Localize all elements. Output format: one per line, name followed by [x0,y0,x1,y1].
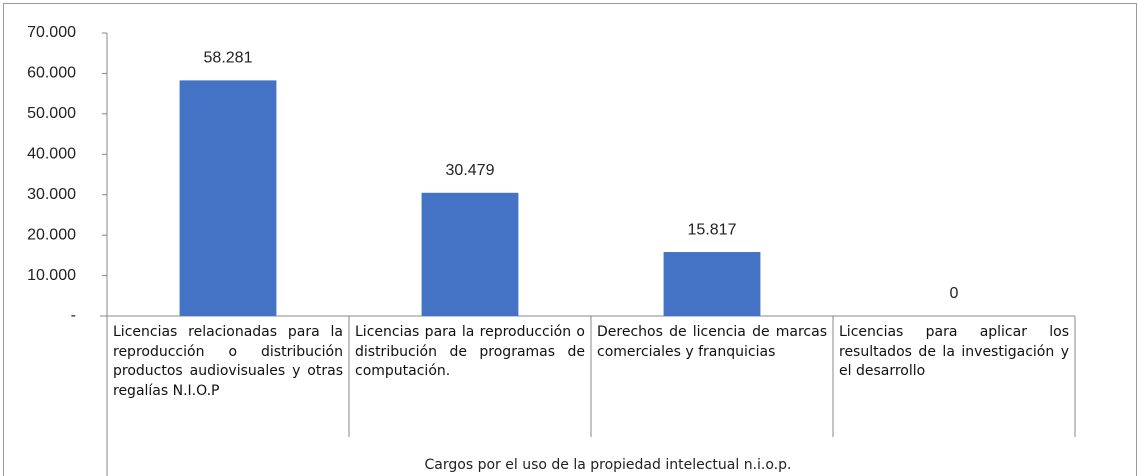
x-tick-label: Licencias para aplicar los resultados de… [839,324,1069,379]
bar [663,252,761,316]
frame [3,3,1137,476]
y-tick-label: 40.000 [27,146,76,163]
y-tick-label: 30.000 [27,186,76,203]
y-tick-label: 20.000 [27,226,76,243]
data-label: 58.281 [204,50,253,67]
x-tick-label: Derechos de licencia de marcas comercial… [597,324,827,360]
data-label: 15.817 [688,221,737,238]
data-label: 30.479 [446,162,495,179]
x-axis-title: Cargos por el uso de la propiedad intele… [425,457,792,473]
x-tick-label: Licencias para la reproducción o distrib… [355,324,585,379]
y-tick-label: 60.000 [27,65,76,82]
bar [179,80,277,317]
y-tick-label: 70.000 [27,24,76,41]
y-tick-label: 10.000 [27,267,76,284]
x-tick-label: Licencias relacionadas para la reproducc… [113,324,343,399]
data-label: 0 [950,285,959,302]
y-tick-label: 50.000 [27,105,76,122]
bar [421,192,519,316]
y-tick-label: - [71,307,76,324]
